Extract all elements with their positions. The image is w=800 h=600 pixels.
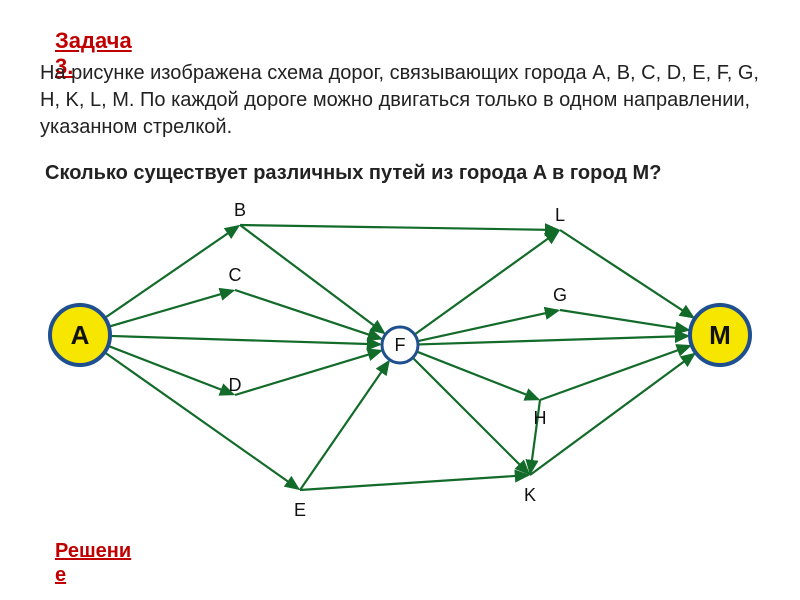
edge-A-C xyxy=(109,291,233,327)
edge-D-F xyxy=(235,351,381,395)
edge-F-G xyxy=(418,310,558,341)
node-label-G: G xyxy=(553,285,567,305)
edge-A-F xyxy=(110,336,380,344)
edge-F-H xyxy=(417,352,538,400)
edge-K-M xyxy=(530,354,694,475)
node-label-E: E xyxy=(294,500,306,520)
node-label-B: B xyxy=(234,200,246,220)
page: { "heading1": { "text": "Задача", "x": 5… xyxy=(0,0,800,600)
edge-G-M xyxy=(560,310,688,330)
node-label-H: H xyxy=(534,408,547,428)
edge-E-F xyxy=(300,361,389,490)
edge-A-E xyxy=(105,352,299,489)
node-label-D: D xyxy=(229,375,242,395)
edge-F-L xyxy=(415,231,559,334)
edge-E-K xyxy=(300,475,528,490)
edge-F-K xyxy=(413,358,529,474)
node-label-F: F xyxy=(395,335,406,355)
edge-F-M xyxy=(418,336,688,344)
node-label-L: L xyxy=(555,205,565,225)
node-label-K: K xyxy=(524,485,536,505)
node-label-C: C xyxy=(229,265,242,285)
node-label-M: M xyxy=(709,320,731,350)
edge-L-M xyxy=(560,230,693,317)
edge-B-L xyxy=(240,225,558,230)
edge-A-B xyxy=(105,226,239,318)
node-label-A: A xyxy=(71,320,90,350)
edge-A-D xyxy=(108,346,233,394)
road-graph: A M F B C D E L G H K xyxy=(0,0,800,600)
